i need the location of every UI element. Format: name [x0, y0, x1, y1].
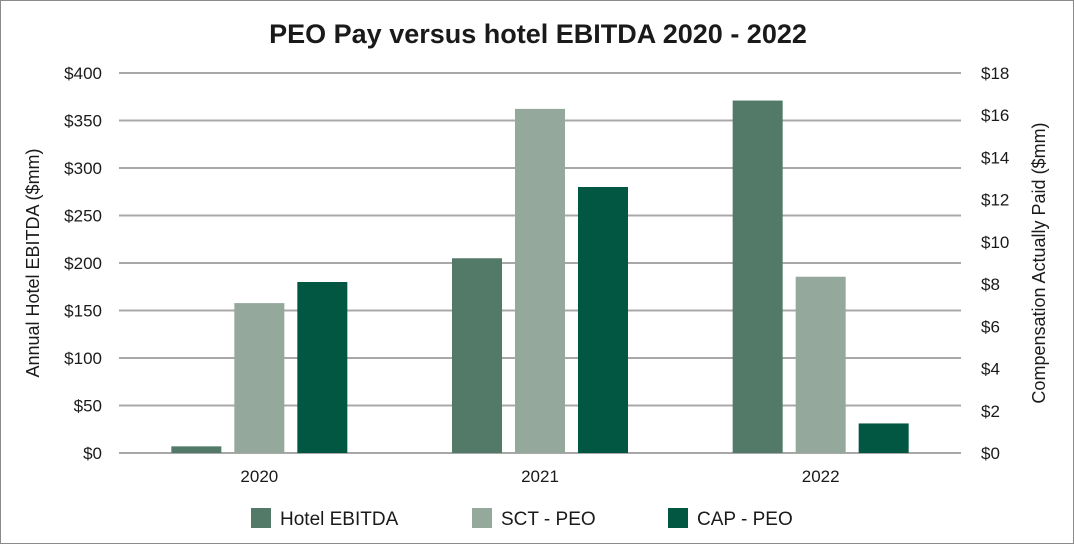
- right-tick-label: $10: [981, 233, 1009, 252]
- legend-label: Hotel EBITDA: [280, 509, 399, 530]
- bars: [171, 100, 909, 454]
- left-axis-ticks: $0 $50 $100 $150 $200 $250 $300 $350 $400: [64, 64, 102, 463]
- x-tick-label: 2022: [802, 467, 840, 486]
- legend-label: SCT - PEO: [501, 509, 596, 530]
- legend-swatch: [668, 508, 688, 528]
- bar-sct-peo-2020: [234, 303, 285, 453]
- left-tick-label: $300: [64, 159, 102, 178]
- right-tick-label: $6: [981, 317, 1000, 336]
- right-tick-label: $14: [981, 148, 1009, 167]
- chart-title: PEO Pay versus hotel EBITDA 2020 - 2022: [269, 19, 807, 49]
- legend: Hotel EBITDA SCT - PEO CAP - PEO: [251, 508, 793, 530]
- left-tick-label: $100: [64, 349, 102, 368]
- left-tick-label: $200: [64, 254, 102, 273]
- x-axis-ticks: 2020 2021 2022: [240, 467, 839, 486]
- right-tick-label: $4: [981, 360, 1000, 379]
- left-tick-label: $50: [74, 397, 102, 416]
- legend-swatch: [251, 508, 271, 528]
- left-tick-label: $0: [83, 444, 102, 463]
- right-tick-label: $16: [981, 106, 1009, 125]
- bar-hotel-ebitda-2021: [452, 258, 502, 453]
- bar-cap-peo-2021: [578, 187, 628, 453]
- bar-hotel-ebitda-2022: [732, 100, 783, 454]
- bar-cap-peo-2020: [297, 282, 348, 453]
- left-tick-label: $400: [64, 64, 102, 83]
- right-tick-label: $18: [981, 64, 1009, 83]
- bar-sct-peo-2021: [515, 108, 565, 453]
- right-tick-label: $8: [981, 275, 1000, 294]
- legend-label: CAP - PEO: [697, 509, 793, 530]
- bar-cap-peo-2022: [858, 423, 909, 453]
- left-tick-label: $150: [64, 302, 102, 321]
- legend-swatch: [472, 508, 492, 528]
- bar-hotel-ebitda-2020: [171, 446, 222, 453]
- right-tick-label: $0: [981, 444, 1000, 463]
- left-axis-label: Annual Hotel EBITDA ($mm): [23, 148, 43, 377]
- x-tick-label: 2020: [240, 467, 278, 486]
- x-tick-label: 2021: [521, 467, 559, 486]
- left-tick-label: $350: [64, 112, 102, 131]
- left-tick-label: $250: [64, 207, 102, 226]
- right-tick-label: $12: [981, 191, 1009, 210]
- bar-sct-peo-2022: [795, 276, 846, 453]
- right-axis-ticks: $0 $2 $4 $6 $8 $10 $12 $14 $16 $18: [981, 64, 1009, 463]
- right-axis-label: Compensation Actually Paid ($mm): [1029, 122, 1049, 403]
- right-tick-label: $2: [981, 402, 1000, 421]
